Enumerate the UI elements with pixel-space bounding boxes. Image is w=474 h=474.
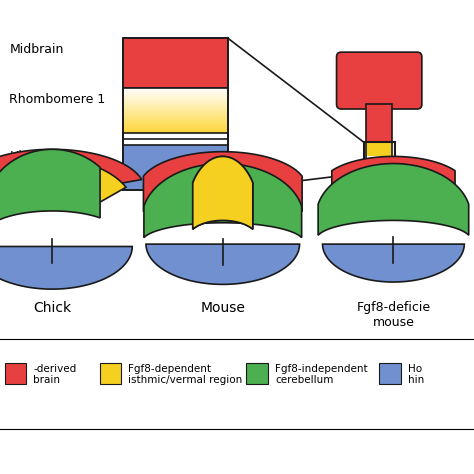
Polygon shape — [146, 244, 300, 284]
Bar — [123, 100, 228, 101]
Polygon shape — [144, 164, 301, 237]
Polygon shape — [322, 244, 464, 282]
Bar — [123, 115, 228, 116]
Bar — [123, 94, 228, 96]
Bar — [123, 107, 228, 109]
Text: isthmic/vermal region: isthmic/vermal region — [128, 374, 242, 385]
Polygon shape — [144, 152, 302, 211]
Bar — [123, 123, 228, 125]
Text: hin: hin — [408, 374, 424, 385]
Polygon shape — [0, 246, 132, 289]
Text: Hindbrain: Hindbrain — [9, 150, 70, 163]
Bar — [123, 113, 228, 115]
Bar — [123, 118, 228, 120]
Bar — [364, 142, 394, 173]
Bar — [123, 97, 228, 99]
Bar — [366, 185, 392, 204]
Bar — [123, 112, 228, 114]
Polygon shape — [0, 149, 142, 211]
Bar — [123, 89, 228, 91]
Bar — [366, 171, 392, 185]
Polygon shape — [0, 149, 100, 231]
Bar — [123, 130, 228, 131]
Text: Ho: Ho — [408, 364, 422, 374]
Text: Fgf8-dependent: Fgf8-dependent — [128, 364, 211, 374]
Text: Fgf8-deficie
mouse: Fgf8-deficie mouse — [356, 301, 430, 329]
Bar — [123, 109, 228, 111]
Bar — [123, 102, 228, 104]
Polygon shape — [15, 159, 126, 205]
Bar — [123, 121, 228, 123]
Bar — [123, 117, 228, 119]
FancyBboxPatch shape — [337, 52, 422, 109]
Bar — [246, 363, 268, 384]
Bar — [123, 111, 228, 112]
Text: cerebellum: cerebellum — [275, 374, 333, 385]
Bar — [123, 134, 228, 135]
Polygon shape — [193, 156, 253, 229]
Bar — [123, 128, 228, 130]
Bar — [5, 363, 26, 384]
Polygon shape — [318, 164, 469, 235]
Bar — [379, 363, 401, 384]
Bar — [123, 119, 228, 121]
Bar — [123, 104, 228, 106]
Polygon shape — [332, 156, 455, 204]
Bar — [123, 103, 228, 105]
Bar — [123, 98, 228, 100]
Text: Midbrain: Midbrain — [9, 43, 64, 56]
Bar — [366, 104, 392, 142]
Bar — [123, 131, 228, 133]
Bar — [123, 106, 228, 108]
Bar — [123, 122, 228, 124]
Bar — [123, 137, 228, 139]
Bar — [100, 363, 121, 384]
Polygon shape — [193, 156, 253, 229]
Bar — [123, 133, 228, 145]
Bar — [123, 108, 228, 110]
Bar — [366, 142, 392, 156]
Bar — [123, 127, 228, 129]
Bar — [123, 91, 228, 92]
Bar — [123, 136, 228, 138]
Bar — [123, 100, 228, 102]
Bar — [123, 139, 228, 190]
Bar — [123, 89, 228, 139]
Bar — [123, 135, 228, 137]
Text: Fgf8-independent: Fgf8-independent — [275, 364, 367, 374]
Bar — [123, 133, 228, 145]
Bar — [123, 93, 228, 95]
Text: Rhombomere 1: Rhombomere 1 — [9, 93, 106, 106]
FancyBboxPatch shape — [123, 38, 228, 89]
Bar — [123, 116, 228, 118]
Bar — [366, 104, 392, 204]
Bar — [123, 38, 228, 190]
Bar — [123, 125, 228, 127]
Text: Chick: Chick — [33, 301, 71, 315]
Bar — [366, 156, 392, 171]
Bar — [123, 92, 228, 93]
Bar — [123, 126, 228, 128]
Text: Mouse: Mouse — [201, 301, 245, 315]
Bar — [123, 132, 228, 134]
Text: -derived: -derived — [33, 364, 76, 374]
Bar — [123, 96, 228, 97]
Text: brain: brain — [33, 374, 60, 385]
Bar — [123, 88, 228, 90]
